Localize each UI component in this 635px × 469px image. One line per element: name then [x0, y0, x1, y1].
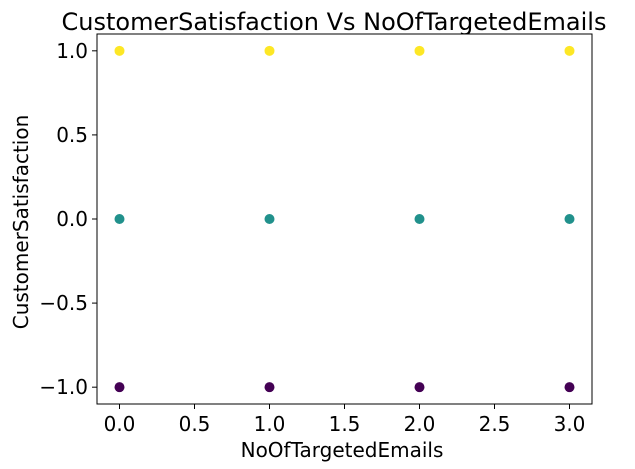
data-point [264, 382, 275, 393]
data-point [264, 45, 275, 56]
data-point [114, 382, 125, 393]
data-point [414, 382, 425, 393]
plot-area [96, 33, 593, 405]
data-point [414, 214, 425, 224]
y-tick-label: −0.5 [39, 291, 88, 315]
x-tick-label: 2.0 [404, 412, 436, 436]
data-points [114, 45, 575, 393]
data-point [264, 214, 275, 224]
x-axis: 0.0 0.5 1.0 1.5 2.0 2.5 3.0 [104, 404, 586, 436]
x-tick-label: 1.5 [329, 412, 361, 436]
y-axis: −1.0 −0.5 0.0 0.5 1.0 [39, 39, 97, 399]
y-tick-label: 0.0 [56, 207, 88, 231]
x-tick-label: 1.0 [254, 412, 286, 436]
y-tick-label: 1.0 [56, 39, 88, 63]
y-axis-title: CustomerSatisfaction [9, 115, 33, 330]
chart-title: CustomerSatisfaction Vs NoOfTargetedEmai… [62, 8, 607, 36]
data-point [564, 382, 575, 393]
data-point [564, 214, 575, 224]
x-tick-label: 0.5 [179, 412, 211, 436]
data-point [414, 45, 425, 56]
data-point [114, 214, 125, 224]
data-point [114, 45, 125, 56]
x-tick-label: 0.0 [104, 412, 136, 436]
x-tick-label: 3.0 [554, 412, 586, 436]
y-tick-label: 0.5 [56, 123, 88, 147]
x-tick-label: 2.5 [479, 412, 511, 436]
x-axis-title: NoOfTargetedEmails [241, 438, 444, 462]
data-point [564, 45, 575, 56]
y-tick-label: −1.0 [39, 375, 88, 399]
